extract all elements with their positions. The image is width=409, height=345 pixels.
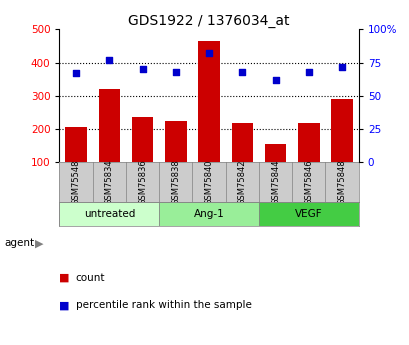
- Bar: [159, 203, 258, 226]
- Point: [272, 77, 278, 83]
- Text: GSM75840: GSM75840: [204, 160, 213, 205]
- Bar: [98, 89, 120, 162]
- Text: GSM75548: GSM75548: [72, 160, 81, 205]
- Bar: [231, 122, 252, 162]
- Text: ■: ■: [59, 300, 70, 310]
- Text: ▶: ▶: [35, 238, 43, 248]
- Text: GSM75836: GSM75836: [138, 159, 147, 205]
- Bar: [297, 122, 319, 162]
- Point: [205, 50, 212, 56]
- Text: untreated: untreated: [83, 209, 135, 219]
- Bar: [264, 144, 286, 162]
- Text: GSM75834: GSM75834: [105, 160, 114, 205]
- Point: [73, 70, 79, 76]
- Point: [106, 57, 112, 63]
- Title: GDS1922 / 1376034_at: GDS1922 / 1376034_at: [128, 14, 289, 28]
- Bar: [330, 99, 352, 162]
- Point: [238, 69, 245, 75]
- Text: GSM75846: GSM75846: [303, 160, 312, 205]
- Bar: [198, 41, 219, 162]
- Bar: [59, 203, 159, 226]
- Text: GSM75848: GSM75848: [337, 160, 346, 205]
- Bar: [65, 127, 87, 162]
- Bar: [258, 203, 358, 226]
- Text: GSM75844: GSM75844: [270, 160, 279, 205]
- Text: GSM75842: GSM75842: [237, 160, 246, 205]
- Text: VEGF: VEGF: [294, 209, 322, 219]
- Point: [305, 69, 311, 75]
- Text: ■: ■: [59, 273, 70, 283]
- Text: agent: agent: [4, 238, 34, 248]
- Point: [172, 69, 179, 75]
- Text: Ang-1: Ang-1: [193, 209, 224, 219]
- Bar: [165, 121, 186, 162]
- Point: [139, 67, 146, 72]
- Text: count: count: [76, 273, 105, 283]
- Text: percentile rank within the sample: percentile rank within the sample: [76, 300, 251, 310]
- Text: GSM75838: GSM75838: [171, 159, 180, 205]
- Point: [338, 64, 344, 69]
- Bar: [131, 117, 153, 162]
